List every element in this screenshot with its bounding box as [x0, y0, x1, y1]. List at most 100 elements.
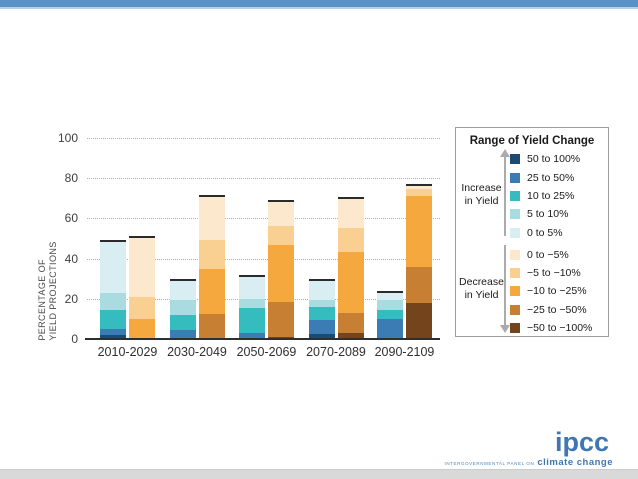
bar-segment-dec10_25 — [337, 251, 364, 313]
x-tick-label-2030-2049: 2030-2049 — [167, 345, 227, 359]
y-tick-label-80: 80 — [64, 171, 78, 186]
bar-segment-inc25_50 — [239, 333, 265, 339]
bar-segment-dec25_50 — [337, 312, 364, 333]
legend-row-dec0_5: 0 to −5% — [510, 245, 592, 263]
bar-segment-inc10_25 — [377, 309, 403, 319]
bar-segment-inc5_10 — [100, 292, 126, 310]
x-axis-line — [85, 338, 440, 340]
bar-segment-inc10_25 — [308, 306, 335, 320]
y-tick-label-0: 0 — [71, 332, 78, 346]
legend-title: Range of Yield Change — [469, 135, 595, 147]
bar-segment-dec5_10 — [129, 296, 155, 319]
legend-swatch-inc5_10 — [510, 209, 520, 220]
legend-label-dec50_100: −50 to −100% — [527, 322, 593, 335]
bar-segment-dec5_10 — [268, 226, 294, 245]
bar-segment-dec5_10 — [337, 227, 364, 252]
legend-group-decrease: Decrease in Yield — [458, 276, 505, 301]
x-tick-label-2070-2089: 2070-2089 — [306, 345, 366, 359]
decrease-arrow-down-icon — [500, 325, 510, 333]
bar-segment-inc0_5 — [308, 280, 335, 300]
legend-row-dec50_100: −50 to −100% — [510, 319, 592, 337]
legend-label-dec10_25: −10 to −25% — [527, 285, 587, 298]
bar-segment-inc50_100 — [308, 334, 335, 339]
bar-segment-dec10_25 — [268, 244, 294, 302]
bar-segment-dec5_10 — [406, 189, 432, 197]
legend-label-inc0_5: 0 to 5% — [527, 226, 563, 239]
legend-swatch-inc50_100 — [510, 154, 520, 165]
bar-segment-inc0_5 — [169, 280, 196, 300]
legend-swatch-dec5_10 — [510, 268, 520, 279]
bar-segment-inc5_10 — [377, 299, 403, 310]
bar-decrease-2030-2049 — [198, 195, 225, 339]
legend-row-inc0_5: 0 to 5% — [510, 224, 592, 242]
bar-increase-2090-2109 — [377, 290, 403, 339]
bar-decrease-2070-2089 — [337, 197, 364, 339]
legend-group-increase: Increase in Yield — [458, 182, 505, 207]
bar-segment-dec0_5 — [129, 237, 155, 297]
ipcc-logo-tagline: INTERGOVERNMENTAL PANEL ON climate chang… — [444, 457, 613, 468]
bar-segment-dec0_5 — [406, 186, 432, 190]
legend-label-dec5_10: −5 to −10% — [527, 267, 581, 280]
increase-label-line2: in Yield — [464, 194, 499, 207]
legend-label-inc10_25: 10 to 25% — [527, 189, 575, 202]
bar-increase-2070-2089 — [308, 278, 335, 339]
ipcc-logo-subtitle-large: climate change — [537, 457, 613, 468]
bar-segment-inc5_10 — [308, 299, 335, 307]
bar-segment-dec25_50 — [406, 266, 432, 303]
legend-row-dec10_25: −10 to −25% — [510, 282, 592, 300]
x-tick-label-2010-2029: 2010-2029 — [97, 345, 158, 359]
gridline-60 — [87, 218, 440, 220]
y-tick-label-20: 20 — [64, 291, 78, 306]
bar-segment-inc5_10 — [169, 299, 196, 315]
bar-segment-dec10_25 — [406, 196, 432, 267]
bar-segment-inc10_25 — [169, 314, 196, 330]
bar-segment-dec25_50 — [268, 301, 294, 337]
legend-label-dec25_50: −25 to −50% — [527, 303, 587, 316]
decrease-label-line1: Decrease — [459, 276, 504, 288]
bar-segment-dec0_5 — [268, 202, 294, 227]
legend-swatch-inc0_5 — [510, 227, 520, 238]
y-tick-label-60: 60 — [64, 211, 78, 226]
gridline-80 — [87, 178, 440, 180]
y-tick-label-100: 100 — [57, 131, 78, 145]
bar-increase-2050-2069 — [239, 274, 265, 339]
ipcc-logo-wordmark: ipcc — [554, 427, 609, 457]
bar-segment-inc10_25 — [100, 309, 126, 329]
bar-decrease-2090-2109 — [406, 184, 432, 339]
bar-segment-dec0_5 — [337, 199, 364, 228]
bottom-gray-bar — [0, 469, 638, 479]
bar-segment-dec50_100 — [406, 302, 432, 339]
bar-segment-inc25_50 — [308, 319, 335, 334]
bar-segment-dec0_5 — [198, 197, 225, 240]
gridline-40 — [87, 258, 440, 260]
y-tick-label-40: 40 — [64, 251, 78, 266]
ipcc-logo-subtitle-small: INTERGOVERNMENTAL PANEL ON — [444, 461, 535, 466]
top-accent-bar-edge — [0, 7, 638, 9]
bar-segment-dec5_10 — [198, 239, 225, 269]
bar-segment-inc25_50 — [169, 330, 196, 339]
legend-swatch-inc25_50 — [510, 172, 520, 183]
plot-area — [87, 138, 440, 339]
legend-swatch-dec0_5 — [510, 249, 520, 260]
legend-label-inc25_50: 25 to 50% — [527, 171, 575, 184]
bar-segment-dec25_50 — [198, 313, 225, 339]
bar-segment-inc10_25 — [239, 307, 265, 333]
bar-segment-inc5_10 — [239, 298, 265, 308]
bar-segment-dec50_100 — [337, 333, 364, 339]
bar-segment-inc0_5 — [100, 241, 126, 293]
bar-segment-inc25_50 — [377, 318, 403, 339]
legend-swatch-dec10_25 — [510, 286, 520, 297]
bar-segment-dec10_25 — [129, 318, 155, 339]
bar-segment-dec10_25 — [198, 268, 225, 314]
x-tick-label-2050-2069: 2050-2069 — [236, 345, 297, 359]
legend-row-dec25_50: −25 to −50% — [510, 301, 592, 319]
decrease-label-line2: in Yield — [464, 288, 499, 301]
bar-segment-inc0_5 — [377, 292, 403, 300]
gridline-100 — [87, 138, 440, 139]
bar-increase-2030-2049 — [169, 278, 196, 339]
increase-arrow-up-icon — [500, 149, 510, 157]
ipcc-logo: ipcc INTERGOVERNMENTAL PANEL ON climate … — [444, 427, 613, 469]
bar-segment-inc50_100 — [100, 335, 126, 339]
legend-row-inc25_50: 25 to 50% — [510, 168, 592, 186]
